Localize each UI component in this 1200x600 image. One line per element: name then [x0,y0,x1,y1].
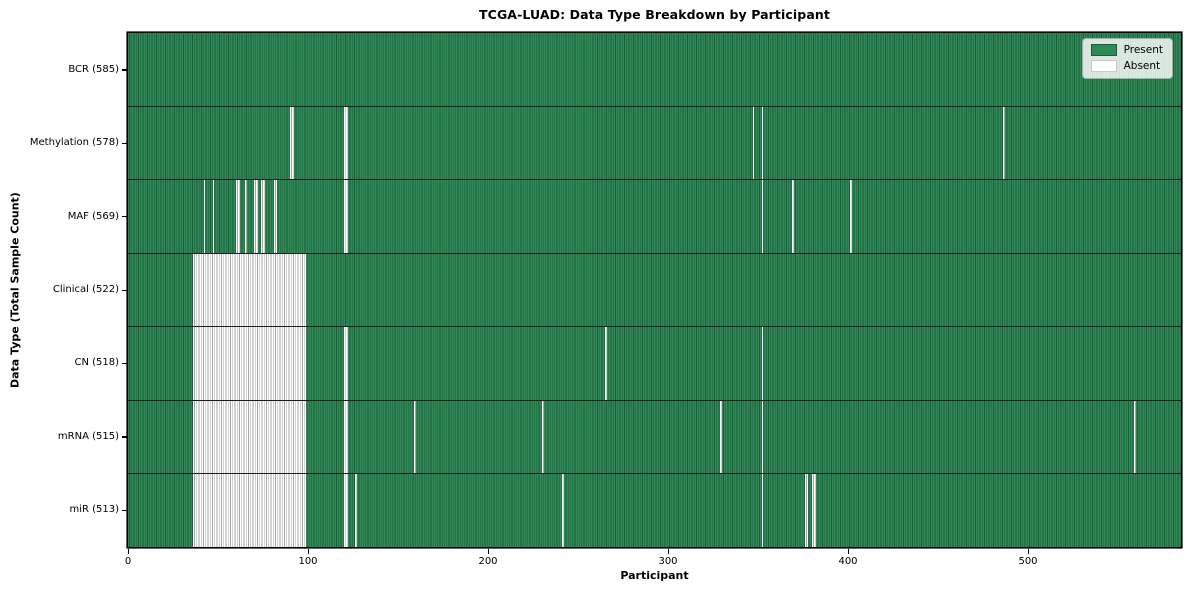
absent-cells [1002,106,1005,180]
datatype-row-clinical [128,253,1181,328]
absent-cells [192,253,307,327]
y-tick-mark [122,69,127,71]
x-tick-label-500: 500 [1018,556,1038,567]
y-tick-mark [122,142,127,144]
x-tick-mark [1027,549,1029,554]
absent-cells [761,106,764,180]
x-tick-label-0: 0 [124,556,132,567]
absent-cells [1134,400,1136,474]
absent-cells [212,180,215,253]
absent-cells [812,474,816,548]
x-tick-label-300: 300 [658,556,678,567]
absent-cells [414,400,416,474]
absent-cells [761,474,764,548]
absent-cells [236,180,240,253]
absent-cells [254,180,258,253]
absent-cells [761,180,764,253]
x-tick-mark [847,549,849,554]
absent-cells [344,180,348,253]
y-tick-mark [122,509,127,512]
absent-cells [344,106,348,180]
x-tick-mark [667,549,669,554]
absent-cells [561,474,564,548]
absent-cells [720,400,722,474]
y-tick-label-maf: MAF (569) [67,210,119,222]
absent-cells [192,327,307,400]
datatype-row-methylation [128,106,1181,181]
absent-cells [245,180,247,253]
x-tick-label-200: 200 [478,556,498,567]
y-tick-label-bcr: BCR (585) [68,63,119,75]
absent-cells [344,400,348,474]
absent-cells [792,180,794,253]
legend: Present Absent [1081,38,1173,79]
x-tick-mark [127,549,129,554]
datatype-row-cn [128,327,1181,401]
datatype-row-bcr [128,33,1181,107]
x-tick-label-100: 100 [298,556,318,567]
y-tick-label-cn: CN (518) [74,357,119,369]
datatype-row-mir [128,474,1181,548]
y-tick-mark [122,362,127,365]
x-axis-label: Participant [620,569,689,582]
absent-cells [804,474,809,548]
chart-title: TCGA-LUAD: Data Type Breakdown by Partic… [479,7,830,22]
absent-swatch-icon [1090,60,1117,72]
absent-cells [344,327,348,400]
legend-item-absent: Absent [1090,60,1163,72]
absent-cells [752,106,755,180]
x-tick-label-400: 400 [838,556,858,567]
y-tick-mark [122,216,127,218]
x-tick-mark [307,549,309,554]
legend-absent-label: Absent [1123,60,1161,72]
absent-cells [354,474,357,548]
present-swatch-icon [1090,44,1117,56]
absent-cells [761,400,764,474]
y-tick-label-methylation: Methylation (578) [29,137,119,149]
datatype-row-maf [128,180,1181,254]
absent-cells [192,400,307,474]
plot-area [128,33,1181,548]
y-tick-label-mrna: mRNA (515) [57,430,119,442]
absent-cells [203,180,206,253]
absent-cells [290,106,294,180]
y-tick-mark [122,436,127,438]
absent-cells [542,400,544,474]
y-tick-mark [122,289,127,291]
absent-cells [192,474,307,548]
datatype-row-mrna [128,400,1181,475]
absent-cells [344,474,348,548]
absent-cells [761,327,764,400]
absent-cells [605,327,607,400]
absent-cells [261,180,265,253]
y-tick-label-clinical: Clinical (522) [52,284,119,295]
legend-item-present: Present [1090,44,1163,56]
y-tick-label-mir: miR (513) [69,504,119,516]
x-tick-mark [487,549,489,554]
absent-cells [273,180,278,253]
legend-present-label: Present [1123,44,1163,56]
absent-cells [849,180,852,253]
